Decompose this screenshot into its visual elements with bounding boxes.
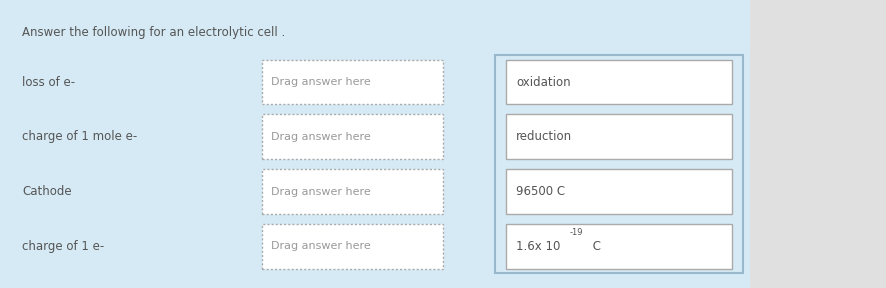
Text: charge of 1 mole e-: charge of 1 mole e- [22, 130, 137, 143]
Text: Cathode: Cathode [22, 185, 72, 198]
Text: Drag answer here: Drag answer here [270, 77, 369, 87]
Text: charge of 1 e-: charge of 1 e- [22, 240, 105, 253]
FancyBboxPatch shape [261, 224, 443, 268]
FancyBboxPatch shape [261, 114, 443, 159]
FancyBboxPatch shape [0, 0, 749, 288]
Text: loss of e-: loss of e- [22, 75, 75, 89]
Text: oxidation: oxidation [516, 75, 571, 89]
Text: Drag answer here: Drag answer here [270, 241, 369, 251]
Text: Drag answer here: Drag answer here [270, 187, 369, 196]
FancyBboxPatch shape [505, 114, 731, 159]
Text: 96500 C: 96500 C [516, 185, 564, 198]
FancyBboxPatch shape [261, 60, 443, 105]
FancyBboxPatch shape [505, 224, 731, 268]
FancyBboxPatch shape [261, 169, 443, 214]
Text: reduction: reduction [516, 130, 571, 143]
Text: -19: -19 [569, 228, 582, 237]
FancyBboxPatch shape [505, 60, 731, 105]
Text: C: C [588, 240, 601, 253]
Text: 1.6x 10: 1.6x 10 [516, 240, 560, 253]
Text: Drag answer here: Drag answer here [270, 132, 369, 142]
Text: Answer the following for an electrolytic cell .: Answer the following for an electrolytic… [22, 26, 285, 39]
FancyBboxPatch shape [505, 169, 731, 214]
FancyBboxPatch shape [494, 55, 742, 273]
